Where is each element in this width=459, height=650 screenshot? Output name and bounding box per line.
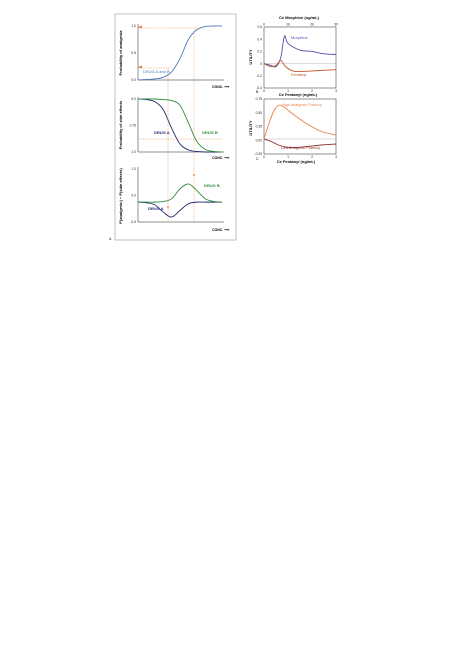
b-legend-morphine: Morphine [291,35,308,40]
c-series-line-0 [263,104,337,140]
b-x-tick-label: 3 [335,89,337,93]
panel-label-a: A [109,237,112,241]
panel-a-frame [114,13,237,241]
c-y-tick-label: 0.00 [256,138,263,142]
b-legend-fentanyl: Fentanyl [291,72,306,77]
c-ylabel: UTILITY [248,120,253,135]
b-x-tick-label: 0 [263,89,265,93]
a1-y-tick-label: 1.0 [131,24,136,28]
a2-ylabel: Probability of side effects [118,100,123,149]
a2-annotation-drug-b: DRUG B [202,130,218,135]
chart-analgesia: 1.0 0.5 0.0 [131,24,224,82]
a2-y-tick-label: 1.0 [131,150,136,154]
c-legend-low: Low Analgesic Potency [281,146,320,150]
b-y-tick-label: -0.4 [256,86,262,90]
b-top-x-tick-label: 10 [286,23,290,27]
a2-y-tick-label: 0.0 [131,97,136,101]
c-y-tick-label: 0.75 [256,97,263,101]
b-xlabel: Ce Fentanyl (ng/mL) [279,92,318,97]
a1-series-line-0 [137,25,223,81]
chart-analgesic-potency: 0.75 0.50 0.25 0.00 -0.250 1 2 3 [254,97,337,159]
a3-xlabel: CONC. ⟶ [212,227,230,232]
c-y-tick-label: 0.50 [256,111,263,115]
a1-annotation: DRUG A and B [143,69,170,74]
a2-series-line-0 [137,98,222,153]
marker-arrow-low [138,65,142,69]
marker-dot-a [167,206,169,208]
c-x-tick-label: 3 [335,155,337,159]
c-y-tick-label: 0.25 [256,125,263,129]
b-series-line-1 [263,60,337,73]
marker-arrow-top [138,25,142,29]
a2-xlabel: CONC. ⟶ [212,155,230,160]
a1-y-tick-label: 0.5 [131,51,136,55]
c-x-tick-label: 0 [263,155,265,159]
c-x-tick-label: 1 [287,155,289,159]
b-plot-frame [263,26,337,89]
a1-ylabel: Probability of analgesia [118,30,123,76]
b-y-tick-label: 0 [260,62,262,66]
a3-y-tick-label: -0.5 [130,220,136,224]
panel-label-b: B [256,90,259,94]
c-y-tick-label: -0.25 [254,152,262,156]
a3-annotation-drug-a: DRUG A [148,206,164,211]
chart-morphine-fentanyl: 0.60.40.20-0.2-0.40 1 2 30 10 20 30 [256,23,338,94]
b-x-tick-label: 1 [287,89,289,93]
a2-annotation-drug-a: DRUG A [154,130,170,135]
a3-series-line-0 [137,201,222,218]
c-legend-high: High Analgesic Potency [282,103,322,107]
a2-series-line-1 [137,98,223,153]
b-title: Ce Morphine (ng/mL) [279,15,320,20]
a1-y-tick-label: 0.0 [131,78,136,82]
b-top-x-tick-label: 20 [310,23,314,27]
panel-label-c: C [256,157,259,161]
a3-annotation-drug-b: DRUG B [204,183,220,188]
chart-utility-difference: 1.0 0.0 -0.5 [130,167,224,224]
b-series-line-0 [263,35,337,68]
a3-series-line-1 [138,183,223,203]
a3-y-tick-label: 1.0 [131,167,136,171]
a3-ylabel: P(analgesic) − P(side effects) [118,168,123,224]
b-top-x-tick-label: 30 [334,23,338,27]
chart-side-effects: 0.0 0.75 1.0 [130,97,224,154]
b-y-tick-label: 0.2 [257,50,262,54]
a1-xlabel: CONC. ⟶ [212,84,230,89]
b-y-tick-label: 0.6 [257,25,262,29]
c-series-line-1 [263,138,337,148]
c-plot-frame [263,98,337,155]
c-xlabel: Ce Fentanyl (ng/mL) [277,159,316,164]
b-ylabel: UTILITY [248,49,253,64]
c-x-tick-label: 2 [311,155,313,159]
a3-y-tick-label: 0.0 [131,194,136,198]
b-x-tick-label: 2 [311,89,313,93]
b-y-tick-label: -0.2 [256,74,262,78]
marker-dot-b [193,174,195,176]
b-top-x-tick-label: 0 [263,23,265,27]
b-y-tick-label: 0.4 [257,37,262,41]
a2-y-tick-label: 0.75 [130,124,137,128]
